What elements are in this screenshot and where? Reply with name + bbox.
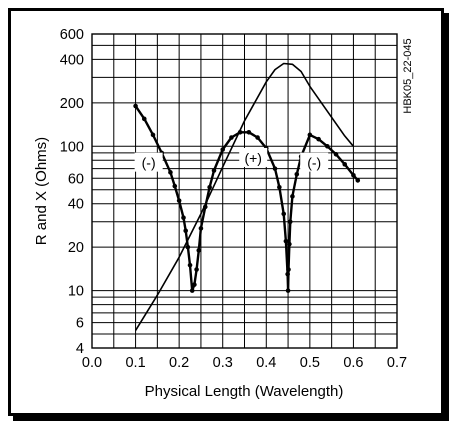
reactance-point [283, 238, 289, 244]
reactance-point [237, 129, 243, 135]
y-tick-label: 100 [60, 139, 84, 155]
reactance-point [189, 288, 195, 293]
region-label: (-) [307, 155, 321, 171]
figure-code-annotation: HBK05_22-045 [402, 38, 414, 113]
x-axis-label: Physical Length (Wavelength) [145, 383, 344, 400]
y-tick-label: 40 [68, 197, 84, 213]
region-label: (+) [244, 150, 262, 166]
reactance-point [286, 267, 291, 272]
reactance-point [285, 271, 290, 277]
plot-border [91, 33, 398, 349]
region-label: (-) [142, 155, 156, 171]
reactance-point [307, 132, 313, 138]
reactance-point [333, 151, 339, 157]
reactance-point [316, 136, 321, 142]
x-tick-label: 0.5 [300, 355, 320, 371]
region-label-background [239, 147, 268, 167]
x-tick-label: 0.7 [387, 355, 407, 371]
reactance-point [168, 170, 173, 175]
x-tick-label: 0.6 [343, 355, 363, 371]
reactance-point [351, 172, 356, 178]
reactance-point [294, 171, 300, 177]
reactance-point [229, 135, 234, 140]
y-tick-label: 600 [60, 27, 84, 43]
reactance-point [202, 204, 208, 210]
reactance-point [133, 103, 138, 109]
reactance-point [342, 162, 348, 167]
reactance-point [198, 226, 204, 231]
reactance-point [150, 132, 156, 138]
reactance-point [246, 129, 252, 135]
reactance-point [277, 184, 282, 190]
reactance-point [185, 244, 191, 250]
region-label-background [300, 152, 329, 172]
y-tick-labels: 4 6 10 20 40 60 100 200 400 600 [60, 27, 84, 357]
x-tick-labels: 0.0 0.1 0.2 0.3 0.4 0.5 0.6 0.7 [82, 355, 407, 371]
x-tick-label: 0.4 [256, 355, 276, 371]
reactance-point [181, 215, 186, 220]
y-tick-label: 400 [60, 52, 84, 68]
reactance-point [324, 143, 330, 149]
x-tick-label: 0.3 [213, 355, 233, 371]
reactance-point [287, 219, 293, 225]
reactance-point [176, 198, 182, 203]
reactance-point [255, 135, 260, 140]
reactance-point [220, 147, 226, 152]
reactance-point [187, 262, 193, 268]
x-tick-label: 0.0 [82, 355, 102, 371]
y-tick-label: 20 [68, 240, 84, 256]
reactance-point [281, 211, 287, 217]
y-tick-label: 200 [60, 96, 84, 112]
region-label-background [134, 152, 163, 172]
reactance-point [290, 194, 295, 199]
reactance-point [196, 248, 202, 253]
reactance-point [183, 228, 188, 234]
y-tick-label: 60 [68, 171, 84, 187]
x-tick-label: 0.2 [169, 355, 189, 371]
y-tick-label: 6 [76, 316, 84, 332]
reactance-point [192, 282, 197, 287]
region-label-layer: (-) (+) (-) [134, 147, 329, 172]
reactance-point [285, 288, 291, 293]
reactance-point [272, 166, 278, 171]
reactance-point [194, 267, 199, 272]
reactance-point [211, 168, 217, 173]
reactance-point [141, 116, 147, 122]
reactance-point [287, 241, 292, 247]
reactance-point [355, 178, 361, 183]
reactance-point [207, 184, 212, 190]
y-axis-label: R and X (Ohms) [33, 137, 50, 245]
y-tick-label: 4 [76, 341, 84, 357]
reactance-point [172, 183, 178, 189]
x-tick-label: 0.1 [125, 355, 145, 371]
y-tick-label: 10 [68, 284, 84, 300]
